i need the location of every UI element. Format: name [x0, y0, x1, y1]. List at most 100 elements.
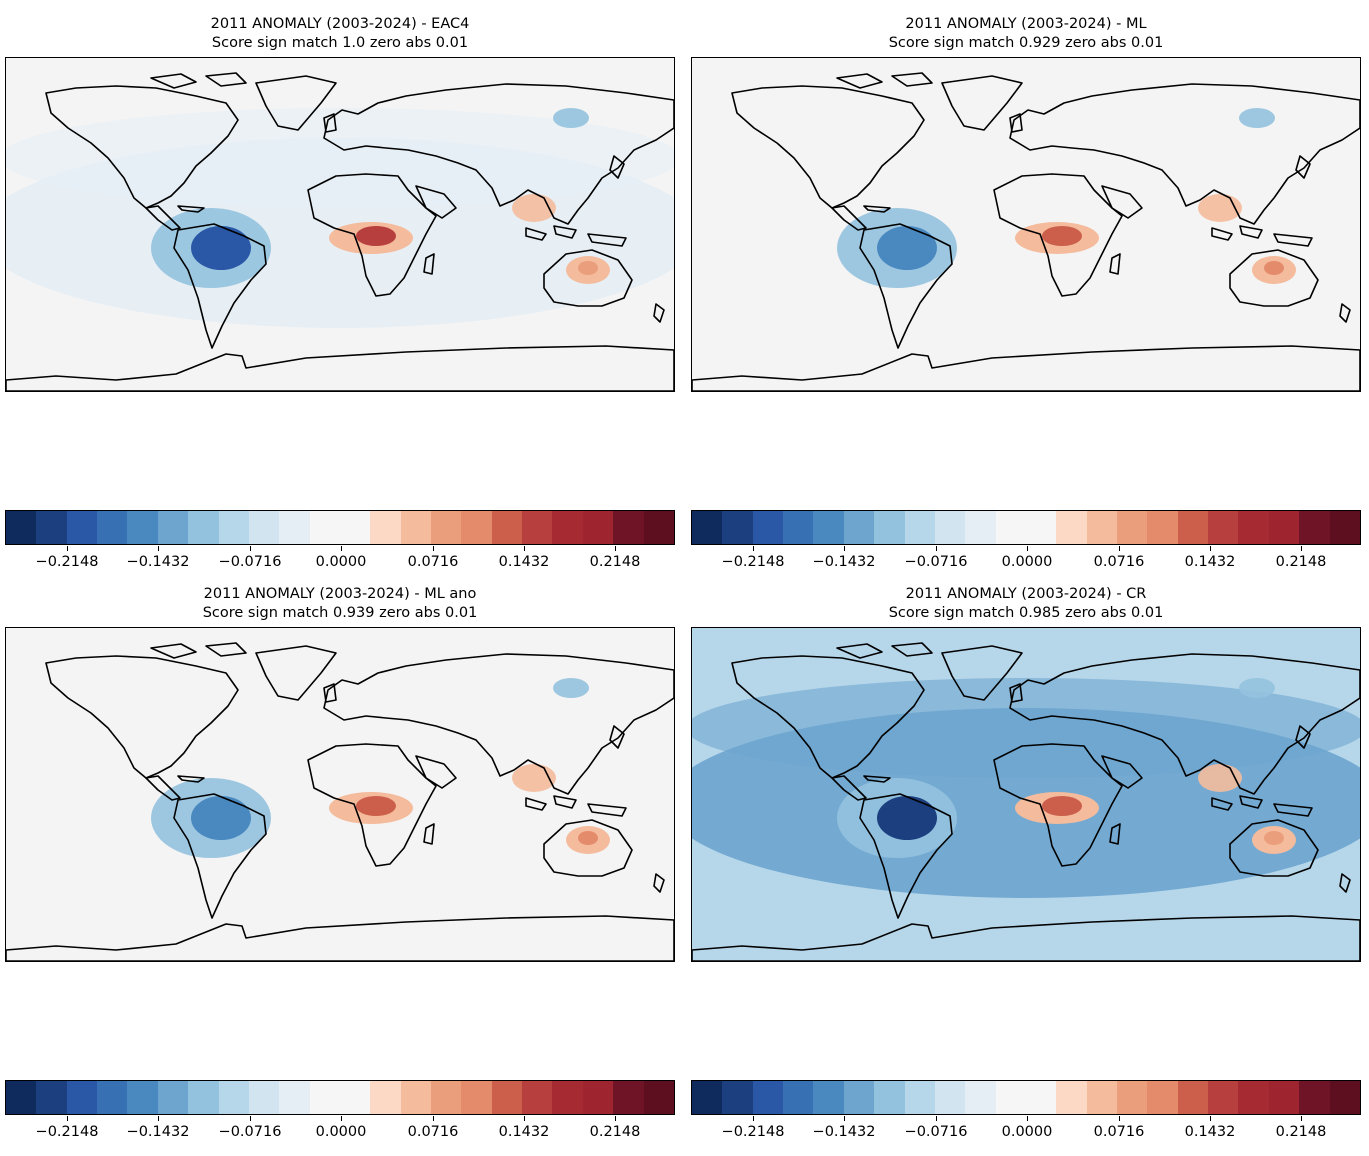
colorbar-tick — [753, 546, 754, 551]
colorbar-tick-label: 0.0000 — [1001, 1124, 1053, 1140]
central-africa-positive — [1042, 796, 1082, 816]
coastlines — [6, 642, 674, 961]
colorbar — [691, 510, 1361, 545]
colorbar-segment — [97, 1081, 128, 1114]
northern-anomaly-band — [6, 678, 674, 778]
coastline — [543, 249, 633, 307]
coastline — [323, 683, 337, 703]
colorbar-segment — [1117, 511, 1148, 544]
colorbar-tick-label: −0.2148 — [35, 1124, 99, 1140]
coastline — [173, 223, 267, 349]
colorbar-tick-label: 0.0716 — [1093, 1124, 1145, 1140]
colorbar-tick-label: 0.0000 — [1001, 554, 1053, 570]
colorbar-segment — [874, 511, 905, 544]
coastline — [831, 205, 867, 231]
coastline — [1239, 795, 1263, 809]
colorbar-segment — [1299, 1081, 1330, 1114]
coastline — [609, 725, 625, 749]
coastline — [692, 915, 1360, 961]
colorbar-tick — [67, 1116, 68, 1121]
colorbar-segment — [1117, 1081, 1148, 1114]
coastline — [307, 173, 437, 297]
south-america-negative-core — [191, 226, 251, 270]
colorbar-tick-label: 0.2148 — [1275, 554, 1327, 570]
panel-title: 2011 ANOMALY (2003-2024) - CR — [905, 586, 1147, 602]
colorbar-segment — [188, 1081, 219, 1114]
coastline — [1295, 725, 1311, 749]
coastline — [255, 645, 337, 701]
colorbar-segment — [1177, 511, 1209, 544]
colorbar-tick — [1210, 546, 1211, 551]
coastline — [891, 642, 933, 657]
colorbar-segment — [1056, 1081, 1087, 1114]
colorbar-tick — [67, 546, 68, 551]
colorbar-segment — [400, 511, 432, 544]
east-asia-anomaly — [553, 108, 589, 128]
colorbar-tick-label: 0.1432 — [1184, 1124, 1236, 1140]
colorbar-segment — [1147, 511, 1178, 544]
colorbar-segment — [522, 1081, 553, 1114]
coastline — [553, 225, 577, 239]
anomaly-map — [5, 627, 675, 962]
panel-subtitle: Score sign match 0.985 zero abs 0.01 — [888, 605, 1164, 621]
colorbar-segment — [813, 1081, 844, 1114]
colorbar-tick-label: −0.0716 — [218, 1124, 282, 1140]
colorbar-tick — [615, 1116, 616, 1121]
colorbar-tick-label: −0.2148 — [721, 554, 785, 570]
colorbar-segment — [339, 511, 371, 544]
colorbar-tick-label: −0.0716 — [904, 1124, 968, 1140]
coastline — [145, 205, 181, 231]
colorbar-segment — [370, 1081, 401, 1114]
south-america-negative-core — [191, 796, 251, 840]
colorbar-segment — [552, 511, 583, 544]
coastline — [1239, 225, 1263, 239]
panel-subtitle: Score sign match 0.929 zero abs 0.01 — [888, 35, 1164, 51]
colorbar-segment — [1299, 511, 1330, 544]
colorbar-segment — [1329, 1081, 1360, 1114]
central-africa-positive — [356, 226, 396, 246]
anomaly-map — [5, 57, 675, 392]
colorbar-segment — [995, 1081, 1026, 1114]
coastline — [731, 655, 925, 779]
northern-anomaly-band — [6, 108, 674, 208]
colorbar-segment — [552, 1081, 583, 1114]
coastline — [1339, 873, 1351, 893]
coastline — [553, 795, 577, 809]
east-asia-anomaly — [553, 678, 589, 698]
colorbar-ticks: −0.2148 −0.1432 −0.0716 0.0000 0.0716 0.1432 0… — [5, 1116, 675, 1140]
colorbar-segment — [400, 1081, 432, 1114]
colorbar-segment — [127, 511, 158, 544]
coastline — [205, 642, 247, 657]
coastline — [543, 819, 633, 877]
coastline — [145, 775, 181, 801]
colorbar-segment — [995, 511, 1026, 544]
colorbar-segment — [431, 511, 462, 544]
colorbar-segment — [1208, 1081, 1239, 1114]
colorbar-tick-label: 0.0716 — [407, 554, 459, 570]
australia-positive — [1264, 831, 1284, 845]
colorbar-segment — [248, 1081, 280, 1114]
colorbar-segment — [1208, 511, 1239, 544]
coastline — [177, 205, 205, 213]
colorbar-segment — [1147, 1081, 1178, 1114]
colorbar-segment — [783, 511, 814, 544]
east-asia-anomaly — [1239, 108, 1275, 128]
colorbar-segment — [1238, 511, 1269, 544]
coastline — [731, 85, 925, 209]
colorbar-segment — [431, 1081, 462, 1114]
coastline — [1009, 653, 1360, 795]
colorbar-segment — [36, 511, 67, 544]
coastline — [525, 227, 547, 241]
northern-anomaly-band — [692, 108, 1360, 208]
east-asia-anomaly — [1239, 678, 1275, 698]
colorbar-segment — [1268, 511, 1300, 544]
colorbar-segment — [1329, 511, 1360, 544]
coastline — [1101, 755, 1143, 789]
colorbar-ticks: −0.2148 −0.1432 −0.0716 0.0000 0.0716 0.1432 0… — [691, 546, 1361, 570]
coastline — [1273, 233, 1313, 247]
colorbar-segment — [582, 511, 614, 544]
colorbar-segment — [813, 511, 844, 544]
coastline — [1211, 797, 1233, 811]
colorbar-segment — [904, 1081, 935, 1114]
colorbar-segment — [965, 511, 996, 544]
